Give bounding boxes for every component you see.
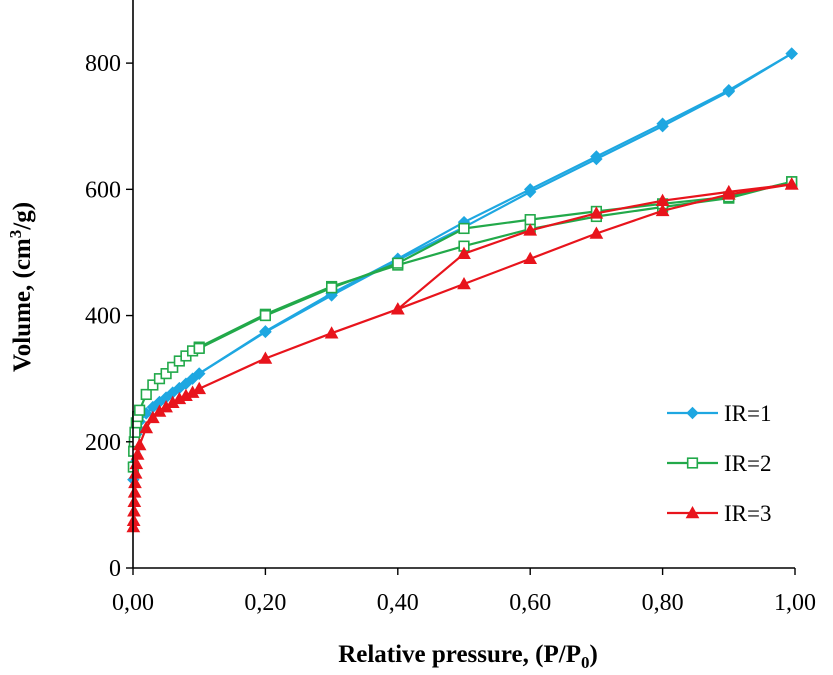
series-line-desorption	[198, 52, 793, 375]
x-tick-label: 0,40	[377, 590, 419, 616]
data-point	[147, 379, 159, 391]
data-point	[325, 282, 338, 294]
data-point	[146, 410, 160, 424]
data-point	[458, 222, 470, 235]
y-tick-label: 400	[85, 304, 121, 330]
data-point	[130, 447, 145, 460]
y-tick-label: 200	[85, 430, 121, 456]
data-point	[785, 47, 798, 60]
ticks: 0 200 400 600 800 0,00 0,20 0,40 0,60 0,80 1,00	[85, 51, 816, 616]
data-point	[721, 184, 736, 198]
legend: IR=1 IR=2 IR=3	[667, 401, 771, 526]
data-point	[656, 120, 669, 133]
data-point	[140, 388, 152, 401]
series-line-desorption	[198, 180, 792, 350]
x-axis-title: Relative pressure, (P/P0)	[338, 641, 598, 672]
data-point	[589, 206, 604, 219]
x-tick-label: 0,80	[642, 590, 684, 616]
data-point	[457, 246, 471, 260]
series-1	[127, 47, 798, 486]
data-point	[590, 152, 603, 166]
data-point	[259, 325, 272, 339]
data-point	[193, 342, 205, 354]
legend-item: IR=1	[667, 401, 771, 426]
data-point	[192, 381, 207, 395]
data-point	[192, 367, 206, 380]
legend-label: IR=1	[724, 401, 771, 426]
data-point	[128, 475, 142, 489]
data-point	[523, 185, 537, 199]
series-line-adsorption	[132, 183, 792, 528]
data-point	[589, 226, 604, 239]
data-point	[524, 214, 536, 226]
data-point	[134, 404, 146, 416]
data-point	[784, 177, 799, 190]
x-tick-label: 0,60	[509, 590, 551, 616]
data-point	[160, 368, 172, 380]
data-point	[457, 276, 471, 290]
legend-item: IR=2	[667, 451, 771, 476]
data-point	[132, 437, 147, 451]
x-tick-label: 1,00	[774, 590, 816, 616]
data-point	[523, 251, 538, 265]
axes	[132, 0, 795, 569]
data-point	[127, 485, 142, 498]
data-point	[259, 309, 272, 322]
data-point	[392, 257, 404, 269]
data-point	[129, 426, 141, 438]
y-tick-label: 0	[109, 556, 121, 582]
legend-label: IR=3	[724, 501, 771, 526]
data-point	[523, 223, 538, 236]
legend-label: IR=2	[724, 451, 771, 476]
data-point	[324, 326, 339, 339]
data-point	[258, 351, 273, 364]
legend-marker	[686, 406, 699, 420]
y-tick-label: 600	[85, 177, 121, 203]
legend-item: IR=3	[667, 501, 771, 526]
x-tick-label: 0,00	[112, 590, 154, 616]
data-point	[655, 193, 670, 206]
series-3	[126, 177, 799, 533]
x-tick-label: 0,20	[244, 590, 286, 616]
y-tick-label: 800	[85, 51, 121, 77]
legend-marker	[686, 457, 699, 469]
data-point	[655, 203, 670, 217]
legend-marker	[685, 505, 700, 519]
data-point	[167, 361, 179, 373]
y-axis-title: Volume, (cm3/g)	[6, 202, 36, 372]
data-point	[390, 302, 405, 315]
data-point	[722, 85, 736, 98]
data-point	[139, 420, 154, 434]
data-point	[127, 504, 141, 517]
data-point	[127, 494, 142, 508]
